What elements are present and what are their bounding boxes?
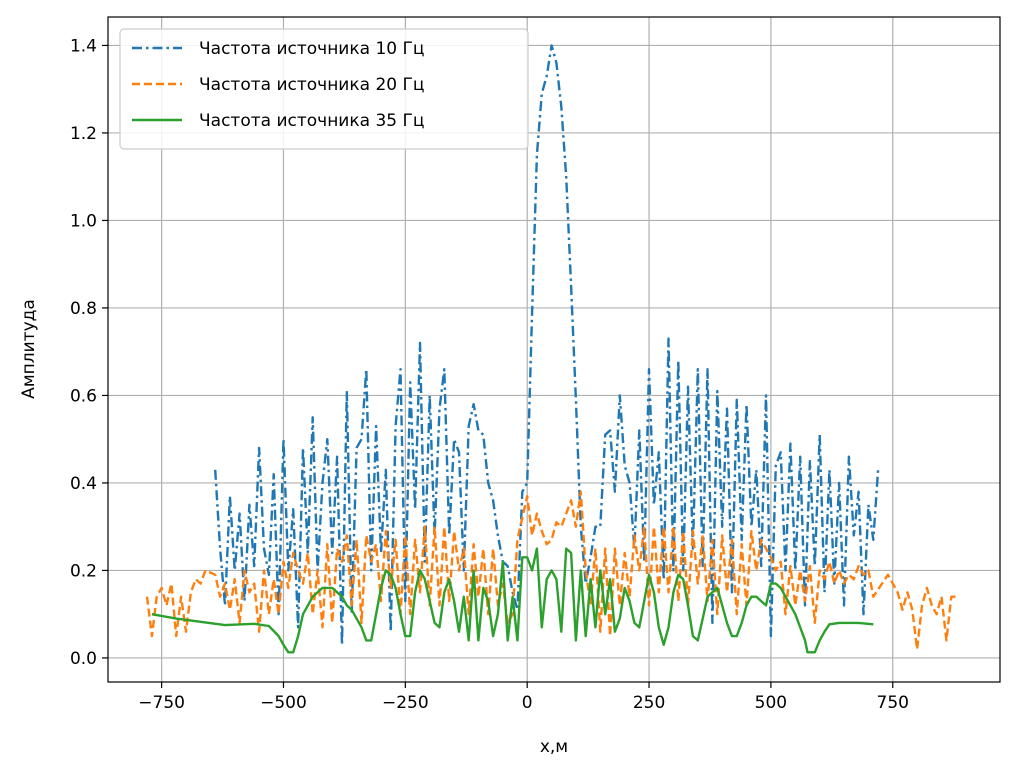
legend-label-2: Частота источника 20 Гц [199, 75, 424, 95]
x-tick-label: −500 [260, 693, 307, 713]
y-tick-label: 0.2 [70, 561, 97, 581]
y-tick-label: 0.8 [70, 299, 97, 319]
plot-frame [107, 16, 1001, 683]
x-axis-label: x,м [540, 737, 568, 757]
series-layer [145, 44, 957, 654]
legend-box [119, 28, 529, 150]
x-tick-label: 250 [633, 693, 665, 713]
y-tick-label: 1.4 [70, 36, 97, 56]
ticks: −750 −500 −250 0 250 500 750 0.0 0.2 0.4 0.6 0.8 1.0… [70, 36, 909, 713]
legend-label-1: Частота источника 10 Гц [199, 39, 424, 59]
series-line-2 [145, 490, 957, 651]
x-tick-label: 0 [522, 693, 533, 713]
legend-label-3: Частота источника 35 Гц [199, 111, 424, 131]
y-tick-label: 0.0 [70, 649, 97, 669]
x-tick-label: 750 [877, 693, 909, 713]
x-tick-label: −250 [382, 693, 429, 713]
x-tick-label: −750 [138, 693, 185, 713]
series-line-1 [214, 44, 880, 646]
y-tick-label: 0.6 [70, 386, 97, 406]
series-line-3 [151, 547, 874, 654]
y-tick-label: 0.4 [70, 474, 97, 494]
x-tick-label: 500 [755, 693, 787, 713]
legend: Частота источника 10 Гц Частота источника… [119, 28, 529, 150]
y-tick-label: 1.2 [70, 124, 97, 144]
y-axis-label: Амплитуда [19, 299, 39, 399]
y-tick-label: 1.0 [70, 211, 97, 231]
